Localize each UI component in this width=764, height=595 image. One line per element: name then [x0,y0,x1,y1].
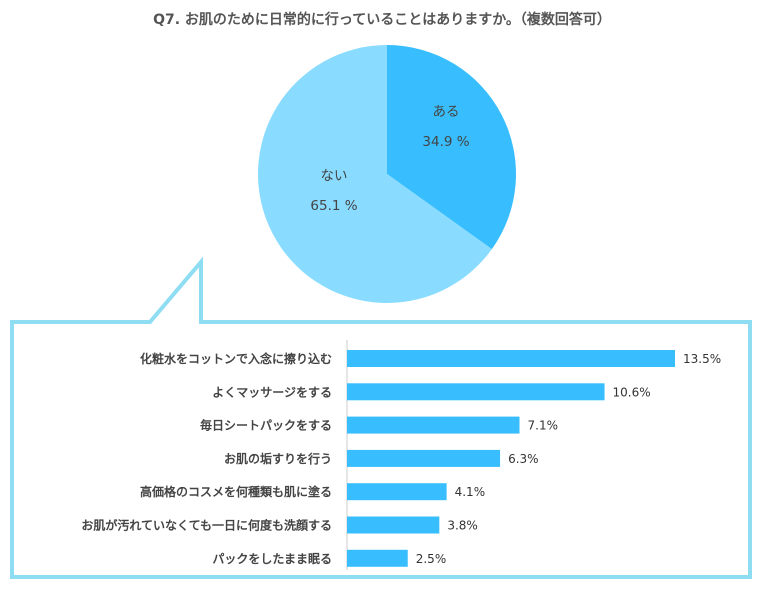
value-label-2: 7.1% [528,419,559,433]
bar-4 [347,483,447,501]
pie-chart: ある 34.9 % ない 65.1 % [258,45,517,303]
category-label-2: 毎日シートパックをする [200,418,332,433]
value-label-5: 3.8% [447,519,478,533]
value-label-4: 4.1% [455,485,486,499]
category-label-4: 高価格のコスメを何種類も肌に塗る [140,484,332,499]
pie-label-nai: ない [321,168,348,184]
category-label-6: パックをしたまま眠る [212,552,332,566]
value-label-3: 6.3% [508,452,538,466]
category-label-1: よくマッサージをする [212,385,332,399]
bar-6 [347,549,408,567]
bar-5 [347,516,440,534]
callout-frame [10,256,752,579]
bar-3 [347,449,501,467]
bar-1 [347,383,605,401]
value-label-0: 13.5% [683,352,721,366]
pie-value-nai: 65.1 % [310,198,357,214]
pie-slice-aru [387,45,517,250]
bar-2 [347,416,520,434]
value-label-1: 10.6% [613,385,651,399]
category-label-3: お肌の垢すりを行う [224,451,332,466]
pie-value-aru: 34.9 % [422,134,469,150]
pie-slice-nai [258,45,492,303]
value-label-6: 2.5% [416,552,447,566]
category-label-0: 化粧水をコットンで入念に擦り込む [140,351,332,366]
bar-0 [347,350,675,367]
pie-label-aru: ある [433,104,460,120]
bar-chart: 化粧水をコットンで入念に擦り込む 13.5% よくマッサージをする 10.6% 毎日シー… [81,340,721,570]
category-label-5: お肌が汚れていなくても一日に何度も洗顔する [81,518,332,533]
chart-title: Q7. お肌のために日常的に行っていることはありますか。（複数回答可） [153,12,611,28]
